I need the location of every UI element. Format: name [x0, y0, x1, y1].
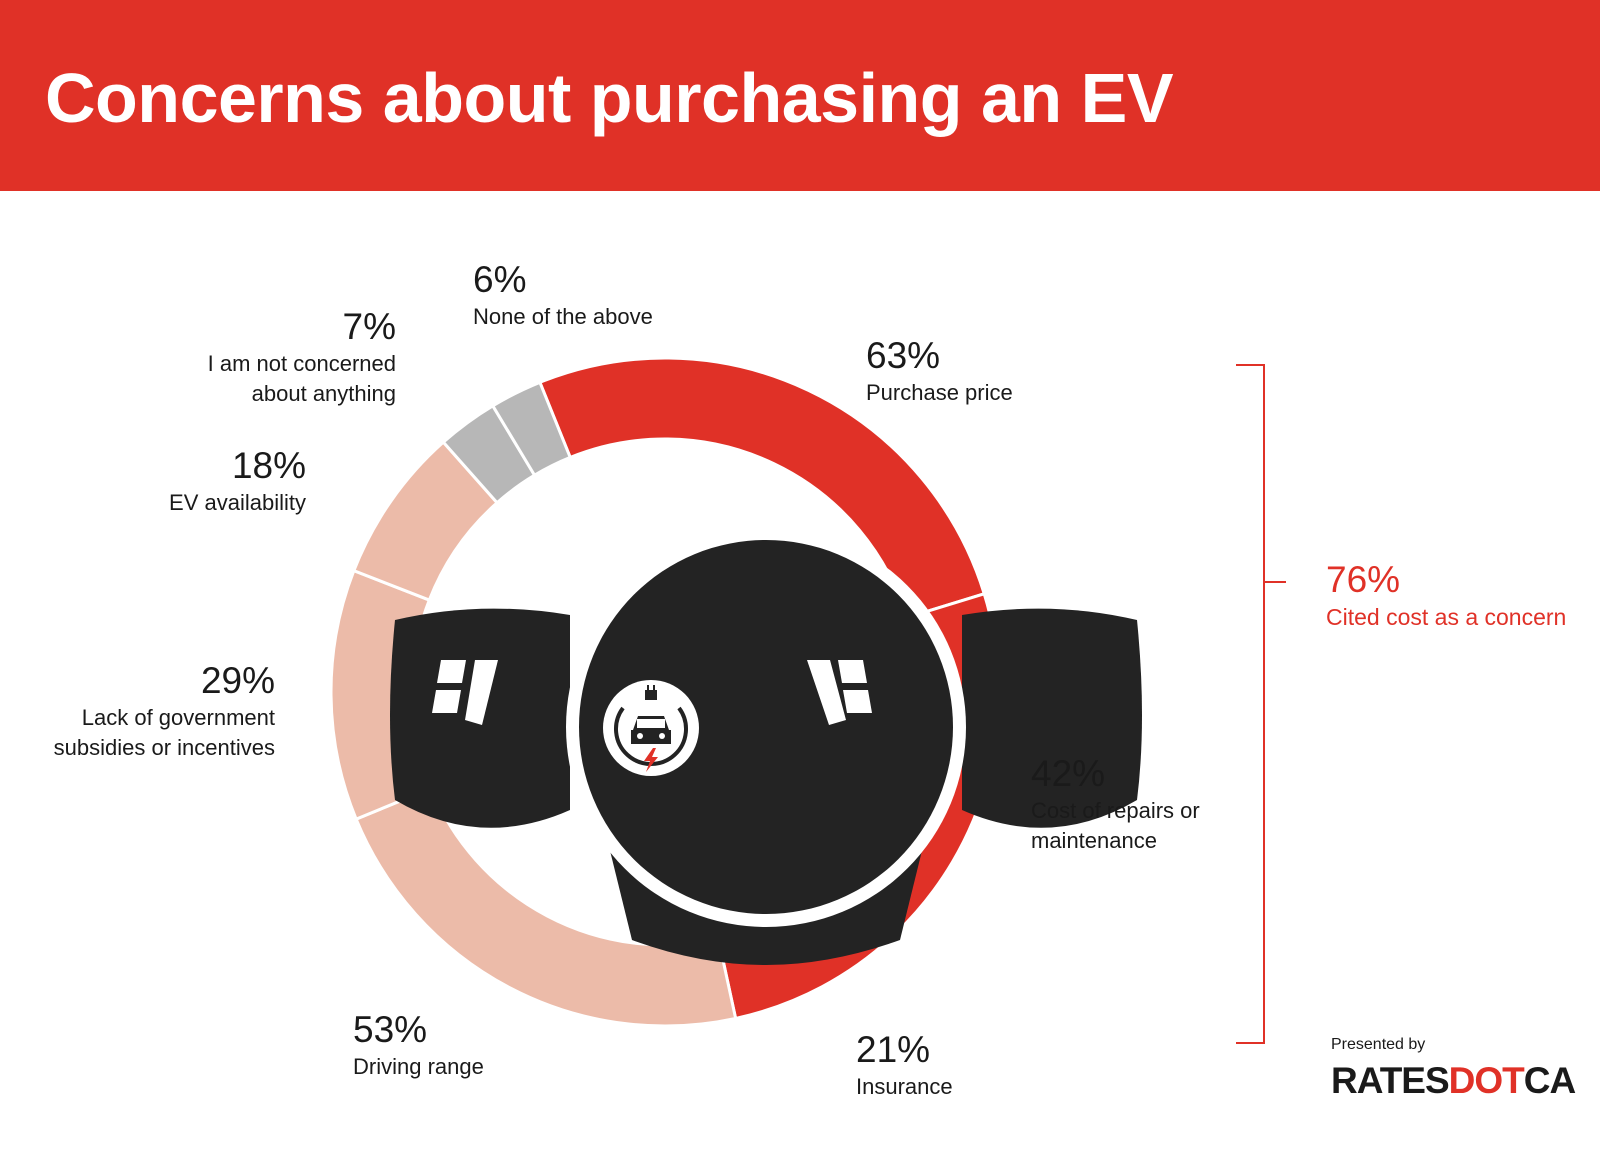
pct-driving-range: 53%: [353, 1009, 428, 1050]
cost-bracket: [1236, 364, 1286, 1044]
text-driving-range: Driving range: [353, 1054, 484, 1079]
ratesdotca-logo: RATESDOTCA: [1331, 1060, 1576, 1102]
text-none: None of the above: [473, 304, 653, 329]
label-none: 6% None of the above: [473, 258, 653, 332]
text-availability: EV availability: [169, 490, 306, 515]
logo-part-dot: DOT: [1448, 1060, 1525, 1101]
pct-not-concerned: 7%: [342, 306, 396, 347]
label-purchase-price: 63% Purchase price: [866, 334, 1013, 408]
label-driving-range: 53% Driving range: [353, 1008, 484, 1082]
donut-slice-none-of-the-above: [490, 380, 573, 478]
label-not-concerned: 7% I am not concerned about anything: [150, 305, 396, 409]
header-banner: Concerns about purchasing an EV: [0, 0, 1600, 191]
pct-repairs: 42%: [1031, 753, 1106, 794]
page-title: Concerns about purchasing an EV: [45, 59, 1174, 137]
pct-purchase-price: 63%: [866, 335, 941, 376]
cost-summary-text: Cited cost as a concern: [1326, 604, 1567, 630]
label-insurance: 21% Insurance: [856, 1028, 953, 1102]
text-repairs: Cost of repairs or maintenance: [1031, 798, 1200, 853]
button-glyph-left-2: [432, 690, 461, 713]
pct-insurance: 21%: [856, 1029, 931, 1070]
cost-summary: 76% Cited cost as a concern: [1326, 558, 1566, 632]
text-insurance: Insurance: [856, 1074, 953, 1099]
steering-wheel-icon: [390, 527, 1142, 965]
ev-car-icon: [614, 685, 688, 772]
button-glyph-left-3: [465, 660, 498, 725]
button-glyph-left-1: [437, 660, 466, 683]
label-repairs: 42% Cost of repairs or maintenance: [1031, 752, 1200, 856]
presented-by: Presented by: [1331, 1036, 1426, 1053]
logo-part-ca: CA: [1523, 1060, 1576, 1101]
pct-none: 6%: [473, 259, 527, 300]
text-purchase-price: Purchase price: [866, 380, 1013, 405]
text-not-concerned: I am not concerned about anything: [207, 351, 396, 406]
pct-availability: 18%: [231, 445, 306, 486]
label-availability: 18% EV availability: [100, 444, 306, 518]
pct-subsidies: 29%: [200, 660, 275, 701]
button-glyph-right-2: [838, 660, 867, 683]
button-glyph-right-1: [807, 660, 846, 725]
logo-part-rates: RATES: [1331, 1060, 1450, 1101]
donut-slice-purchase-price: [537, 356, 987, 620]
label-subsidies: 29% Lack of government subsidies or ince…: [20, 659, 275, 763]
button-glyph-right-3: [843, 690, 872, 713]
cost-summary-pct: 76%: [1326, 559, 1401, 600]
text-subsidies: Lack of government subsidies or incentiv…: [53, 705, 275, 760]
